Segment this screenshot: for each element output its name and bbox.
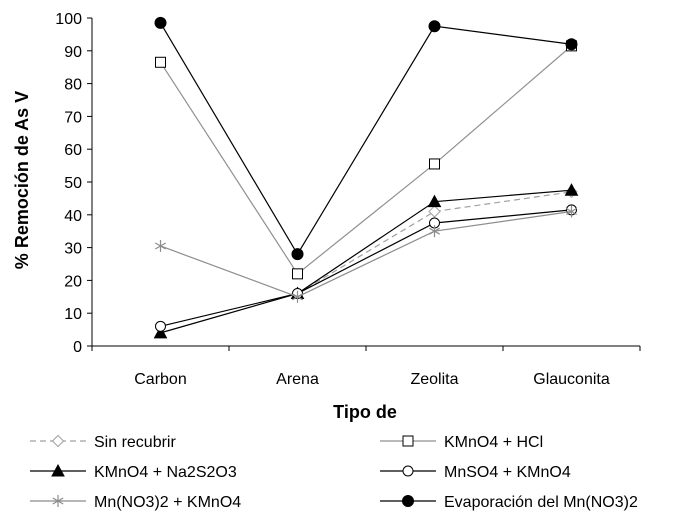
legend: Sin recubrir KMnO4 + HCl KMnO4 + Na2S2O3 Mn… [30, 434, 638, 511]
series-line [159, 45, 572, 275]
legend-label: Mn(NO3)2 + KMnO4 [94, 494, 241, 511]
series-line [159, 22, 572, 256]
series-line [297, 191, 572, 295]
y-tick-label: 10 [64, 306, 82, 323]
x-tick-label: Glauconita [533, 371, 610, 388]
x-tick-label: Carbon [134, 371, 186, 388]
series-line [160, 189, 572, 334]
series-2 [153, 183, 579, 339]
x-tick-label: Arena [276, 371, 319, 388]
legend-marker [51, 434, 65, 448]
legend-marker [51, 463, 65, 477]
legend-item: Sin recubrir [30, 434, 176, 451]
x-tick-label: Zeolita [410, 371, 458, 388]
legend-item: MnSO4 + KMnO4 [380, 464, 571, 481]
y-tick-label: 40 [64, 208, 82, 225]
axes: 0 10 20 30 40 50 60 70 80 90 100 Carbon Arena Zeolita… [55, 11, 641, 388]
legend-item: Mn(NO3)2 + KMnO4 [30, 494, 241, 511]
series-1 [155, 40, 577, 280]
y-tick-label: 90 [64, 44, 82, 61]
series-line [160, 209, 572, 327]
data-point [292, 290, 303, 303]
series-layer [153, 16, 579, 339]
legend-item: KMnO4 + Na2S2O3 [30, 463, 237, 481]
data-point [427, 194, 442, 208]
series-4 [155, 205, 577, 303]
data-point [428, 20, 441, 33]
series-line [160, 210, 572, 298]
y-tick-label: 20 [64, 273, 82, 290]
legend-label: KMnO4 + HCl [444, 434, 543, 451]
data-point [292, 268, 303, 280]
data-point [566, 205, 577, 218]
data-point [564, 183, 579, 196]
legend-marker [52, 495, 64, 507]
legend-marker [402, 435, 414, 447]
data-point [155, 239, 166, 252]
y-tick-label: 60 [64, 142, 82, 159]
data-point [291, 248, 304, 261]
data-point [429, 225, 440, 238]
y-tick-label: 0 [73, 339, 82, 356]
data-point [429, 158, 440, 170]
y-tick-label: 30 [64, 241, 82, 258]
legend-label: MnSO4 + KMnO4 [444, 464, 571, 481]
legend-item: Evaporación del Mn(NO3)2 [380, 494, 638, 511]
y-axis-label: % Remoción de As V [12, 91, 32, 269]
data-point [154, 16, 167, 29]
data-point [155, 56, 166, 68]
legend-label: Evaporación del Mn(NO3)2 [444, 494, 638, 511]
y-tick-label: 70 [64, 109, 82, 126]
y-tick-label: 100 [55, 11, 82, 28]
legend-label: Sin recubrir [94, 434, 176, 451]
data-point [428, 205, 441, 218]
x-axis-label: Tipo de [333, 402, 397, 422]
legend-item: KMnO4 + HCl [380, 434, 543, 451]
series-5 [154, 16, 578, 261]
legend-marker [402, 465, 414, 477]
y-tick-label: 80 [64, 77, 82, 94]
legend-marker [402, 495, 414, 507]
data-point [153, 325, 168, 339]
data-point [565, 38, 578, 51]
y-tick-label: 50 [64, 175, 82, 192]
legend-label: KMnO4 + Na2S2O3 [94, 464, 237, 481]
data-point [155, 320, 166, 332]
